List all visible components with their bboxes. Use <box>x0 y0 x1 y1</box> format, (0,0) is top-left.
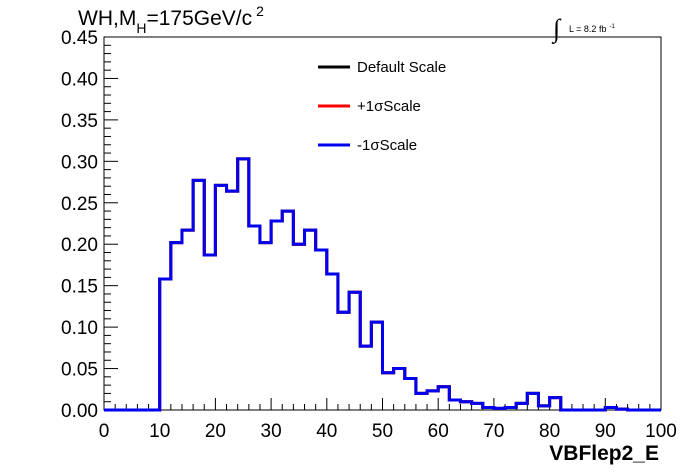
x-tick-labels: 0 10 20 30 40 50 60 70 80 90 100 <box>99 421 677 442</box>
y-tick-label: 0.35 <box>61 111 98 132</box>
title-superscript: 2 <box>256 3 264 19</box>
y-tick-label: 0.00 <box>61 401 98 422</box>
x-tick-label: 90 <box>595 421 616 442</box>
title-subscript: H <box>136 20 146 36</box>
x-axis-label: VBFlep2_E <box>549 442 659 465</box>
luminosity-label: ∫ L = 8.2 fb -1 <box>551 14 615 44</box>
legend: Default Scale +1σScale -1σScale <box>318 59 446 154</box>
title-main: WH,M <box>78 7 136 30</box>
y-tick-label: 0.25 <box>61 194 98 215</box>
lumi-text: L = 8.2 fb <box>569 24 606 34</box>
chart-title: WH,MH=175GeV/c 2 <box>78 3 264 36</box>
x-tick-label: 40 <box>316 421 337 442</box>
x-tick-label: 100 <box>645 421 677 442</box>
x-tick-label: 80 <box>539 421 560 442</box>
y-tick-label: 0.15 <box>61 277 98 298</box>
x-tick-label: 30 <box>261 421 282 442</box>
y-tick-labels: 0.00 0.05 0.10 0.15 0.20 0.25 0.30 0.35 0.40 0.45 <box>61 28 98 422</box>
x-tick-label: 20 <box>205 421 226 442</box>
legend-label: Default Scale <box>357 59 446 76</box>
legend-label: -1σScale <box>357 137 417 154</box>
y-tick-label: 0.40 <box>61 69 98 90</box>
x-tick-label: 0 <box>99 421 110 442</box>
series-line <box>104 157 661 412</box>
x-tick-label: 50 <box>372 421 393 442</box>
x-tick-label: 60 <box>428 421 449 442</box>
y-tick-label: 0.20 <box>61 235 98 256</box>
y-tick-label: 0.30 <box>61 152 98 173</box>
title-rest: =175GeV/c <box>146 7 252 30</box>
integral-icon: ∫ <box>551 14 562 44</box>
x-tick-label: 10 <box>149 421 170 442</box>
lumi-superscript: -1 <box>609 24 615 30</box>
x-tick-label: 70 <box>483 421 504 442</box>
svg-text:L = 8.2 fb-1: L = 8.2 fb -1 <box>569 24 615 34</box>
y-tick-label: 0.10 <box>61 318 98 339</box>
legend-label: +1σScale <box>357 98 421 115</box>
series-lines <box>104 157 661 412</box>
y-tick-label: 0.05 <box>61 360 98 381</box>
y-tick-label: 0.45 <box>61 28 98 49</box>
